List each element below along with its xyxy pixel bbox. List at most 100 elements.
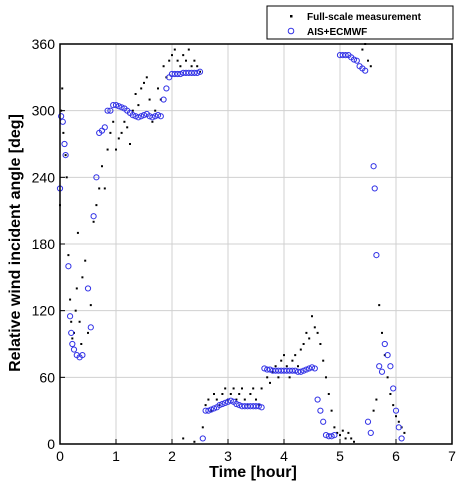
x-tick-label: 0 (56, 448, 64, 464)
point-full-scale-measurement (243, 398, 246, 401)
point-full-scale-measurement (266, 376, 269, 379)
point-full-scale-measurement (71, 337, 74, 340)
point-full-scale-measurement (168, 59, 171, 62)
point-ais-ecmwf (101, 124, 108, 131)
y-tick-label: 60 (39, 369, 55, 385)
point-full-scale-measurement (305, 331, 308, 334)
point-full-scale-measurement (213, 393, 215, 395)
point-full-scale-measurement (325, 376, 327, 379)
point-full-scale-measurement (140, 87, 143, 90)
point-ais-ecmwf (258, 404, 265, 411)
point-ais-ecmwf (157, 113, 164, 120)
point-ais-ecmwf (149, 114, 156, 121)
y-axis-ticks: 0 60 120 180 240 300 360 (32, 36, 65, 452)
point-full-scale-measurement (151, 120, 154, 123)
point-full-scale-measurement (115, 148, 117, 151)
point-ais-ecmwf (292, 367, 299, 374)
point-full-scale-measurement (179, 65, 182, 68)
legend-marker-ais (287, 27, 295, 35)
point-ais-ecmwf (264, 366, 271, 373)
x-tick-label: 5 (336, 448, 344, 464)
point-ais-ecmwf (68, 329, 75, 336)
point-full-scale-measurement (145, 76, 148, 79)
point-ais-ecmwf (384, 352, 391, 359)
point-full-scale-measurement (87, 331, 89, 334)
point-ais-ecmwf (387, 363, 394, 370)
point-full-scale-measurement (95, 204, 98, 207)
point-full-scale-measurement (367, 59, 369, 62)
point-full-scale-measurement (313, 326, 316, 329)
point-full-scale-measurement (120, 131, 123, 134)
point-full-scale-measurement (74, 309, 77, 312)
point-full-scale-measurement (106, 148, 109, 151)
point-full-scale-measurement (61, 87, 64, 90)
point-full-scale-measurement (252, 387, 255, 390)
point-full-scale-measurement (103, 187, 106, 190)
point-ais-ecmwf (300, 367, 307, 374)
y-axis-title: Relative wind incident angle [deg] (7, 114, 24, 372)
point-full-scale-measurement (89, 304, 92, 307)
point-full-scale-measurement (361, 48, 364, 51)
x-tick-label: 1 (112, 448, 120, 464)
point-ais-ecmwf (317, 407, 324, 414)
point-full-scale-measurement (353, 440, 355, 443)
point-full-scale-measurement (143, 81, 145, 84)
point-ais-ecmwf (163, 85, 170, 92)
point-full-scale-measurement (274, 365, 277, 368)
point-ais-ecmwf (308, 364, 316, 371)
point-full-scale-measurement (69, 298, 72, 301)
point-ais-ecmwf (174, 70, 181, 78)
point-ais-ecmwf (255, 403, 262, 410)
point-ais-ecmwf (252, 403, 260, 410)
point-full-scale-measurement (291, 359, 294, 362)
point-ais-ecmwf (191, 69, 198, 76)
point-full-scale-measurement (81, 276, 84, 279)
point-ais-ecmwf (79, 352, 86, 359)
point-full-scale-measurement (238, 393, 241, 395)
series-full-scale-measurement (59, 43, 406, 443)
point-ais-ecmwf (160, 96, 167, 103)
point-full-scale-measurement (224, 387, 227, 390)
point-full-scale-measurement (92, 220, 95, 223)
point-full-scale-measurement (308, 337, 311, 340)
point-ais-ecmwf (219, 400, 226, 408)
point-full-scale-measurement (311, 315, 313, 318)
point-full-scale-measurement (322, 359, 325, 362)
point-ais-ecmwf (297, 368, 304, 375)
point-ais-ecmwf (398, 435, 405, 442)
point-ais-ecmwf (322, 432, 330, 439)
point-full-scale-measurement (229, 393, 232, 395)
y-tick-label: 180 (32, 236, 56, 252)
legend: Full-scale measurement AIS+ECMWF (266, 5, 454, 40)
point-full-scale-measurement (117, 137, 120, 140)
point-ais-ecmwf (362, 67, 369, 74)
point-ais-ecmwf (199, 435, 206, 442)
point-full-scale-measurement (157, 87, 159, 90)
point-full-scale-measurement (80, 343, 83, 345)
point-ais-ecmwf (205, 407, 212, 414)
point-full-scale-measurement (126, 126, 129, 129)
point-full-scale-measurement (162, 65, 165, 68)
point-full-scale-measurement (381, 331, 383, 334)
point-ais-ecmwf (115, 103, 122, 110)
point-ais-ecmwf (376, 363, 383, 370)
point-ais-ecmwf (227, 397, 234, 404)
y-tick-label: 360 (32, 36, 56, 52)
y-tick-label: 240 (32, 169, 56, 185)
point-full-scale-measurement (378, 304, 381, 307)
point-ais-ecmwf (104, 107, 111, 114)
point-full-scale-measurement (215, 398, 218, 401)
point-full-scale-measurement (182, 54, 185, 57)
x-tick-label: 4 (280, 448, 288, 464)
point-full-scale-measurement (302, 343, 305, 345)
point-full-scale-measurement (386, 376, 389, 379)
point-full-scale-measurement (339, 434, 341, 437)
x-tick-label: 7 (448, 448, 456, 464)
point-ais-ecmwf (61, 140, 68, 148)
point-ais-ecmwf (110, 102, 117, 109)
point-full-scale-measurement (395, 415, 397, 418)
point-full-scale-measurement (221, 393, 224, 395)
point-full-scale-measurement (78, 320, 81, 323)
point-full-scale-measurement (112, 120, 115, 123)
point-full-scale-measurement (196, 65, 199, 68)
